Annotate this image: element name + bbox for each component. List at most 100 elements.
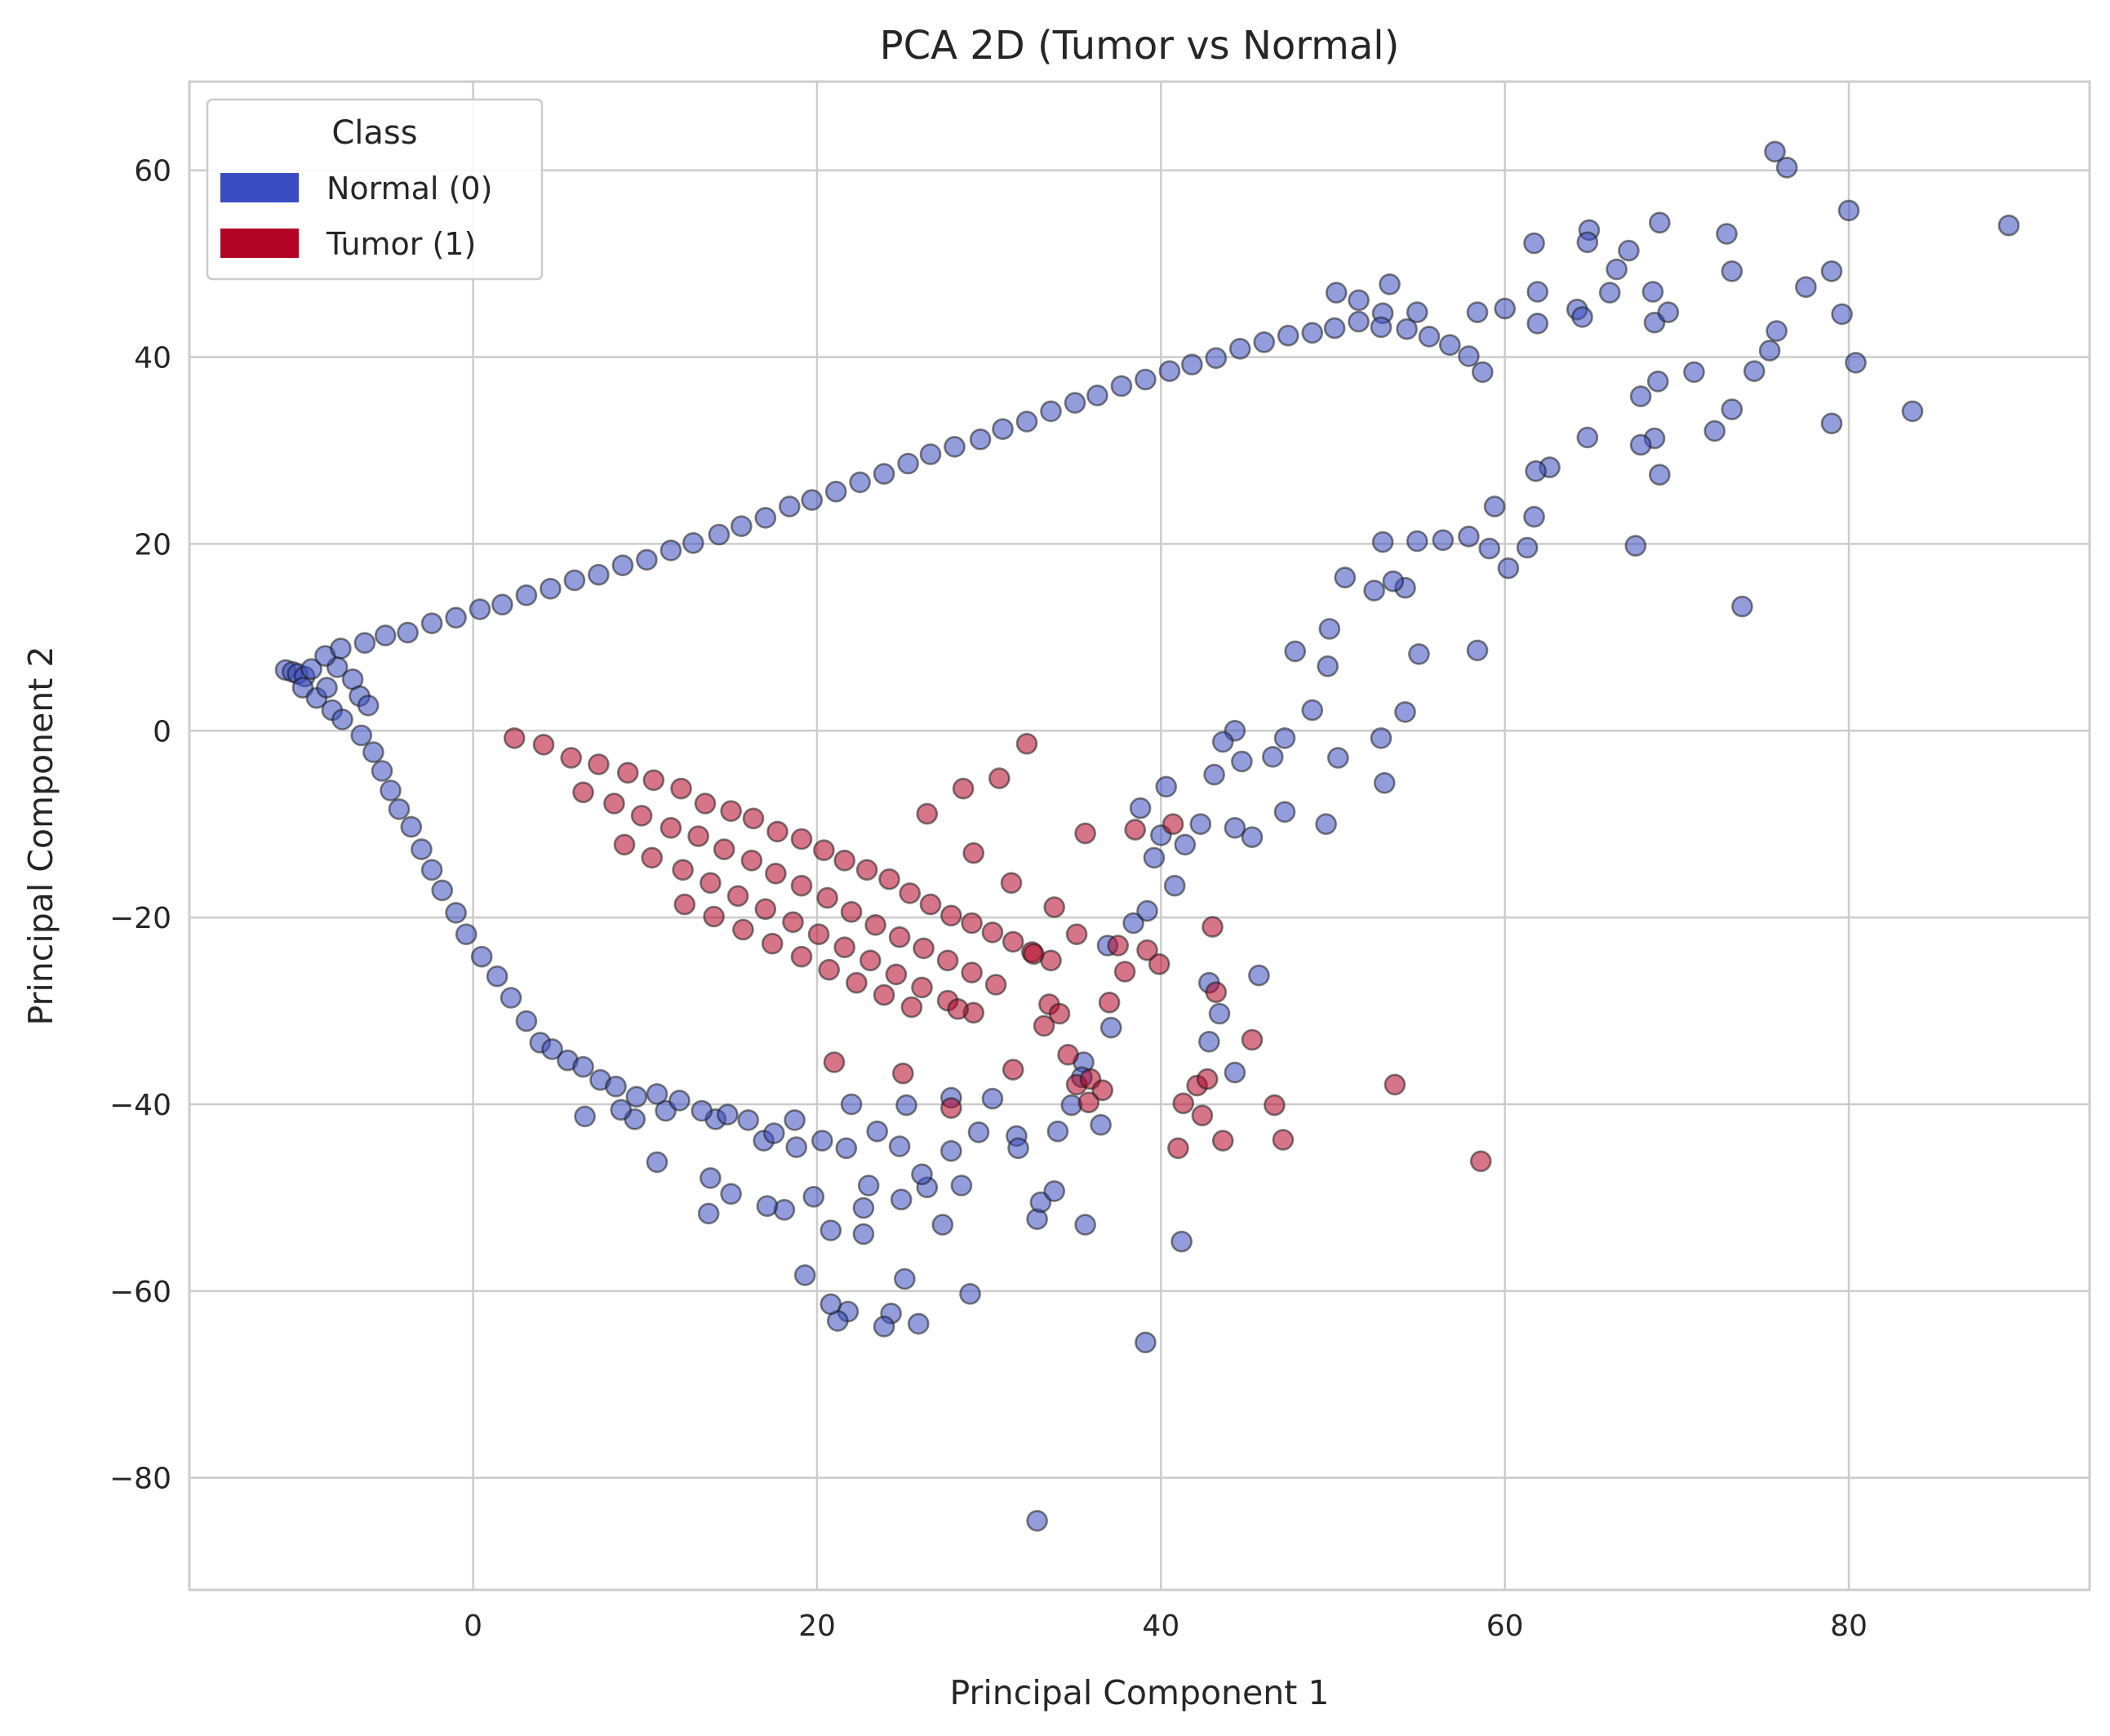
normal-point [1758,340,1781,362]
normal-point [1721,260,1744,282]
normal-point [515,1010,538,1032]
normal-point [1273,801,1296,824]
tumor-point [892,1062,914,1085]
normal-point [1831,303,1853,326]
normal-point [756,1195,779,1217]
normal-point [981,1087,1004,1110]
tumor-point [1107,935,1129,957]
plot-area-border [188,80,2091,1592]
normal-point [1795,276,1817,299]
normal-point [1136,899,1158,922]
normal-point [1373,771,1396,794]
tumor-point [1000,872,1023,895]
normal-point [931,1214,954,1236]
normal-point [1277,324,1299,347]
normal-point [455,923,478,945]
normal-point [967,1121,990,1143]
tumor-point [761,932,784,955]
normal-point [1743,360,1766,383]
normal-point [1135,1331,1157,1354]
normal-point [1820,260,1843,282]
normal-point [894,1268,916,1290]
normal-point [1135,368,1157,391]
tumor-point [981,921,1004,943]
normal-point [1683,361,1705,384]
normal-point [1318,618,1341,640]
normal-point [1523,232,1545,255]
normal-point [330,637,352,659]
normal-point [1598,282,1621,304]
normal-point [353,632,376,655]
tumor-point [672,859,694,881]
tumor-point [952,777,975,800]
normal-point [785,1136,808,1158]
y-axis-label: Principal Component 2 [21,646,60,1026]
normal-point [636,548,658,571]
normal-point [737,1109,760,1131]
normal-point [1525,460,1547,482]
tumor-point [823,1051,846,1073]
y-tick-label: −60 [109,1276,171,1309]
normal-point [1721,398,1744,420]
tumor-point [613,833,636,856]
tumor-point [1077,1091,1100,1113]
normal-point [1211,730,1234,753]
normal-point [911,1163,933,1186]
normal-point [1606,258,1628,281]
tumor-point [560,747,583,769]
normal-point [1837,199,1860,222]
tumor-point [855,859,878,881]
tumor-point [713,838,735,860]
normal-point [1163,874,1186,897]
normal-point [888,1135,911,1157]
normal-point [1731,595,1753,618]
normal-point [646,1151,669,1174]
legend: Class Normal (0) Tumor (1) [206,98,544,281]
normal-point [866,1120,888,1143]
normal-point [895,1094,917,1117]
tumor-point [1202,916,1224,938]
tumor-point [1033,1015,1055,1037]
legend-title: Class [331,114,417,152]
tumor-point [766,820,788,843]
data-points [274,140,2020,1532]
normal-point [1262,745,1284,768]
tumor-point [1162,813,1184,836]
normal-point [1901,400,1924,423]
normal-point [919,443,942,465]
legend-swatch-tumor [220,229,299,258]
normal-point [605,1075,627,1098]
tumor-point [782,911,804,934]
tumor-point [813,839,835,861]
normal-point [720,1183,742,1205]
normal-point [1406,530,1428,553]
tumor-point [913,937,935,960]
tumor-point [1469,1150,1492,1173]
normal-point [873,1316,895,1338]
normal-point [1379,273,1401,295]
normal-point [1576,231,1599,254]
x-tick-label: 80 [1830,1609,1868,1643]
normal-point [1439,334,1461,357]
tumor-point [947,998,969,1020]
normal-point [820,1219,842,1241]
normal-point [1396,317,1418,340]
tumor-point [873,983,895,1006]
normal-point [1418,326,1441,348]
normal-point [1155,775,1177,798]
tumor-point [532,734,555,756]
tumor-point [818,958,841,981]
tumor-point [1023,943,1045,966]
normal-point [1208,1002,1231,1025]
tumor-point [919,893,942,916]
normal-point [646,1083,669,1105]
normal-point [1086,384,1108,406]
tumor-point [1002,930,1024,953]
tumor-point [616,761,639,784]
x-axis-label: Principal Component 1 [950,1673,1330,1712]
tumor-point [860,949,882,972]
normal-point [357,695,380,717]
normal-point [1284,640,1306,663]
normal-point [1253,331,1275,353]
normal-point [1189,813,1212,836]
